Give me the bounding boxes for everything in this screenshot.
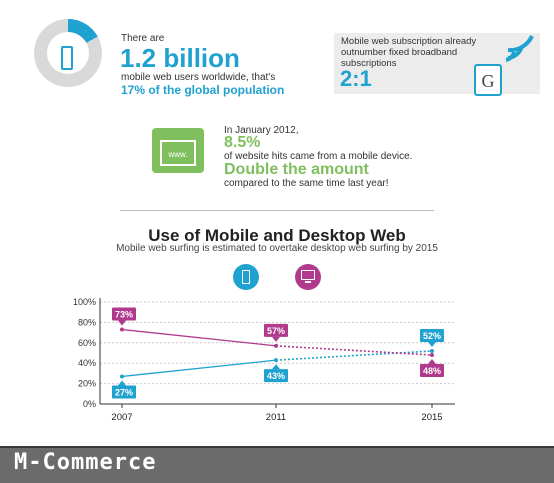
data-label: 48% xyxy=(423,366,441,376)
y-tick-label: 80% xyxy=(78,317,96,327)
browser-url-text: www. xyxy=(168,150,188,159)
footer-title: M-Commerce xyxy=(14,450,157,475)
smartphone-icon xyxy=(61,46,73,70)
stat1-intro: There are xyxy=(121,33,165,44)
stat2-line2: outnumber fixed broadband xyxy=(341,47,458,58)
data-label: 73% xyxy=(115,310,133,320)
series-line-projected xyxy=(275,350,433,361)
data-point xyxy=(274,343,278,348)
series-line-projected xyxy=(275,345,433,356)
stat3-percent: 8.5% xyxy=(224,134,261,151)
data-label-pointer xyxy=(118,380,126,386)
data-label-bg xyxy=(112,307,136,321)
data-point xyxy=(430,353,434,358)
data-label-pointer xyxy=(428,359,436,365)
data-label-bg xyxy=(264,323,288,337)
y-tick-label: 20% xyxy=(78,379,96,389)
data-label-pointer xyxy=(428,341,436,347)
stat3-headline: Double the amount xyxy=(224,161,369,178)
stat2-line1: Mobile web subscription already xyxy=(341,36,477,47)
data-label-pointer xyxy=(272,336,280,342)
series-line-solid xyxy=(121,328,277,347)
y-tick-label: 100% xyxy=(73,297,96,307)
footer-bar xyxy=(0,446,554,483)
data-point xyxy=(120,374,124,379)
data-point xyxy=(120,327,124,332)
stat1-big-number: 1.2 billion xyxy=(120,43,240,73)
data-label-bg xyxy=(264,369,288,383)
stat1-line2: mobile web users worldwide, that's xyxy=(121,72,276,83)
data-label: 52% xyxy=(423,331,441,341)
ring-hole xyxy=(47,32,89,74)
stat2-ratio: 2:1 xyxy=(340,66,372,91)
data-label-pointer xyxy=(272,364,280,370)
y-tick-label: 40% xyxy=(78,358,96,368)
wifi-signal-icon xyxy=(505,35,534,62)
series-line-solid xyxy=(121,359,277,378)
data-point xyxy=(430,348,434,353)
stat3-line2: of website hits came from a mobile devic… xyxy=(224,151,413,162)
data-label: 57% xyxy=(267,326,285,336)
data-label-bg xyxy=(420,328,444,342)
stat3-line1: In January 2012, xyxy=(224,125,299,136)
data-label: 43% xyxy=(267,371,285,381)
mobile-icon xyxy=(233,264,259,290)
y-tick-label: 0% xyxy=(83,399,96,409)
g-tile-letter: G xyxy=(481,71,495,91)
data-label-pointer xyxy=(118,320,126,326)
section-divider xyxy=(120,210,434,211)
broadband-stat-box xyxy=(334,33,540,94)
y-tick-label: 60% xyxy=(78,338,96,348)
stat1-highlight: 17% of the global population xyxy=(121,83,285,97)
data-point xyxy=(274,358,278,363)
x-tick-label: 2015 xyxy=(421,412,442,423)
g-tile-icon xyxy=(474,64,502,96)
stat2-line3: subscriptions xyxy=(341,58,397,69)
data-label-bg xyxy=(420,364,444,378)
x-tick-label: 2011 xyxy=(266,412,286,423)
chart-title: Use of Mobile and Desktop Web xyxy=(148,226,406,245)
chart-subtitle: Mobile web surfing is estimated to overt… xyxy=(116,243,438,254)
usage-line-chart: 0% 20% 40% 60% 80% 100% 2007 2011 2015 27% 43% 52% 7… xyxy=(73,297,455,423)
data-label: 27% xyxy=(115,387,133,397)
browser-screen xyxy=(160,140,196,166)
desktop-icon xyxy=(295,264,321,290)
data-label-bg xyxy=(112,385,136,399)
x-tick-label: 2007 xyxy=(111,412,132,423)
stat3-line3: compared to the same time last year! xyxy=(224,178,389,189)
